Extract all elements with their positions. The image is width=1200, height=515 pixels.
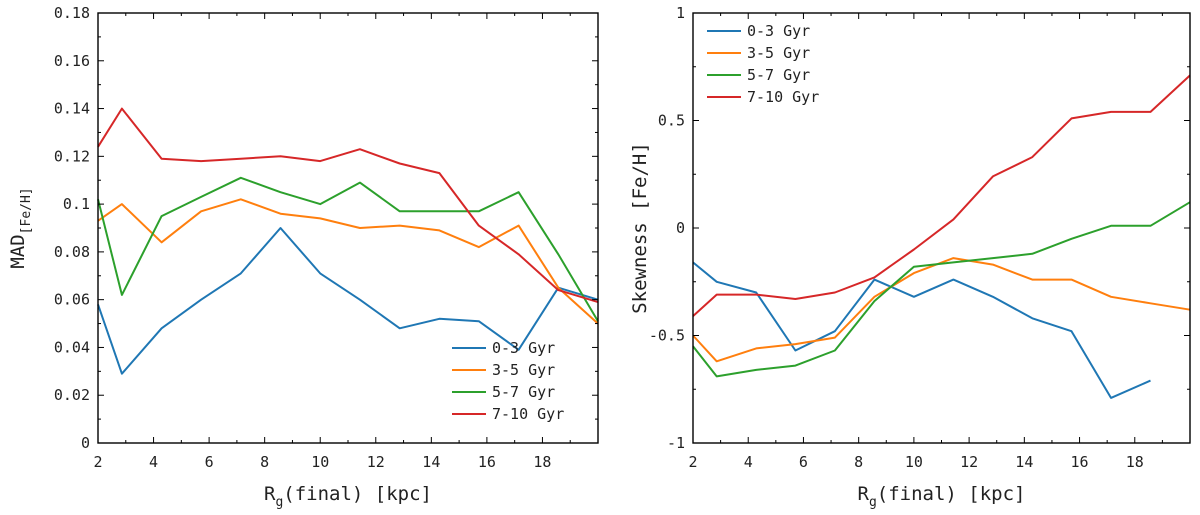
x-tick-label: 14 [1015,453,1033,471]
mad-panel: 2 4 6 8 10 12 14 16 18 0 0.02 0.04 0.06 0.08 0.1 0.12 0.… [7,4,599,510]
y-axis-label-main: MAD [7,234,29,268]
x-axis-label-sub: g [275,495,283,510]
legend-label: 7-10 Gyr [492,405,564,423]
series-line-5-7-gyr [97,176,599,322]
y-axis-label: Skewness [Fe/H] [629,142,651,314]
x-axis-label-rest: (final) [kpc] [283,483,432,505]
legend-label: 5-7 Gyr [492,383,555,401]
y-tick-label: 0.12 [54,147,90,165]
y-axis-label-main: Skewness [Fe/H] [629,142,651,314]
legend-label: 3-5 Gyr [492,361,555,379]
x-tick-label: 12 [367,453,385,471]
y-tick-label: 0 [81,434,90,452]
x-tick-label: 6 [205,453,214,471]
y-tick-label: 0.1 [63,195,90,213]
x-axis-label-main: R [264,483,276,505]
y-tick-label: 0.02 [54,386,90,404]
series-line-0-3-gyr [692,261,1151,399]
series-line-7-10-gyr [692,74,1191,317]
y-tick-label: 0.18 [54,4,90,22]
x-tick-label: 16 [478,453,496,471]
legend: 0-3 Gyr 3-5 Gyr 5-7 Gyr 7-10 Gyr [707,22,819,106]
series-line-7-10-gyr [97,107,599,304]
legend-label: 3-5 Gyr [747,44,810,62]
x-tick-label: 18 [533,453,551,471]
y-tick-label: 1 [676,4,685,22]
y-axis-label-sub: [Fe/H] [19,187,34,234]
x-tick-label: 4 [149,453,158,471]
legend-label: 0-3 Gyr [492,339,555,357]
x-axis-label: Rg(final) [kpc] [858,483,1026,510]
legend-label: 0-3 Gyr [747,22,810,40]
y-tick-label: 0.5 [658,112,685,130]
x-axis-label-main: R [858,483,870,505]
y-tick-label: 0.04 [54,338,90,356]
y-tick-label: 0.14 [54,100,90,118]
x-tick-label: 6 [799,453,808,471]
series-line-5-7-gyr [692,201,1191,378]
y-tick-label: 0.06 [54,291,90,309]
y-tick-label: 0.08 [54,243,90,261]
x-tick-label: 16 [1071,453,1089,471]
x-tick-label: 8 [854,453,863,471]
x-tick-label: 4 [744,453,753,471]
x-axis-label-sub: g [869,495,877,510]
x-axis-label: Rg(final) [kpc] [264,483,432,510]
x-tick-label: 14 [422,453,440,471]
legend-label: 5-7 Gyr [747,66,810,84]
x-tick-label: 10 [311,453,329,471]
x-tick-label: 10 [905,453,923,471]
x-tick-label: 12 [960,453,978,471]
x-tick-label: 8 [260,453,269,471]
series-line-3-5-gyr [97,198,599,325]
x-axis-label-rest: (final) [kpc] [877,483,1026,505]
x-tick-label: 18 [1126,453,1144,471]
y-tick-label: 0.16 [54,52,90,70]
y-tick-label: -0.5 [649,327,685,345]
y-axis-label: MAD[Fe/H] [7,187,34,268]
legend: 0-3 Gyr 3-5 Gyr 5-7 Gyr 7-10 Gyr [452,339,564,423]
series-line-0-3-gyr [97,227,599,375]
x-tick-label: 2 [688,453,697,471]
series-line-3-5-gyr [692,257,1191,363]
legend-label: 7-10 Gyr [747,88,819,106]
y-tick-label: -1 [667,434,685,452]
x-tick-label: 2 [93,453,102,471]
skewness-panel: 2 4 6 8 10 12 14 16 18 -1 -0.5 0 0.5 1 Rg(final) [kpc]… [629,4,1191,510]
y-tick-label: 0 [676,219,685,237]
